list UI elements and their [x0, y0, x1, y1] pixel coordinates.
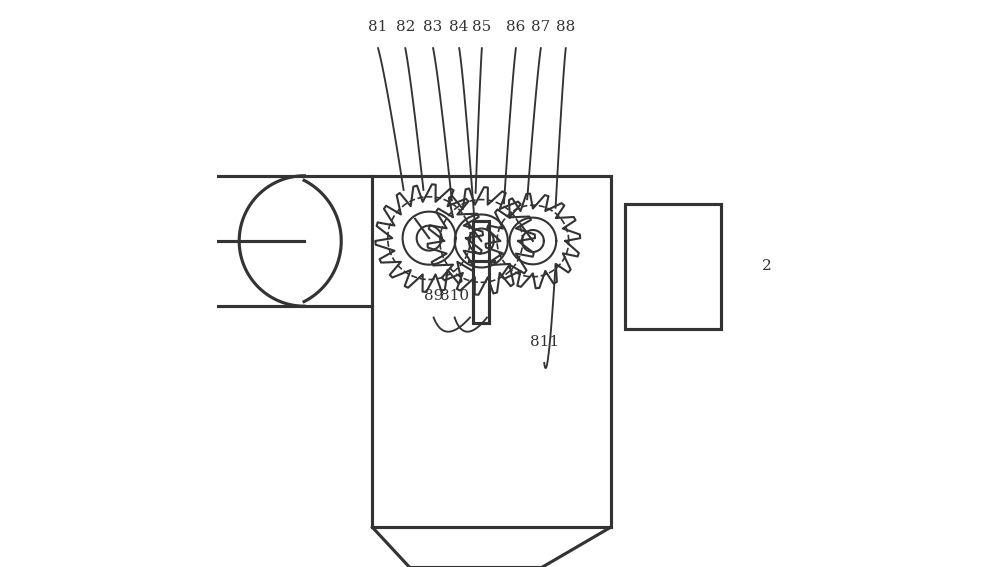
Text: 811: 811	[530, 335, 559, 349]
Text: 810: 810	[440, 289, 469, 303]
Text: 83: 83	[423, 20, 443, 34]
Text: 82: 82	[396, 20, 415, 34]
Text: 86: 86	[506, 20, 526, 34]
Text: 87: 87	[531, 20, 550, 34]
Text: 84: 84	[449, 20, 469, 34]
Text: 88: 88	[556, 20, 575, 34]
Text: 2: 2	[762, 260, 771, 273]
Text: 81: 81	[368, 20, 388, 34]
Text: 85: 85	[472, 20, 491, 34]
Text: 89: 89	[424, 289, 443, 303]
